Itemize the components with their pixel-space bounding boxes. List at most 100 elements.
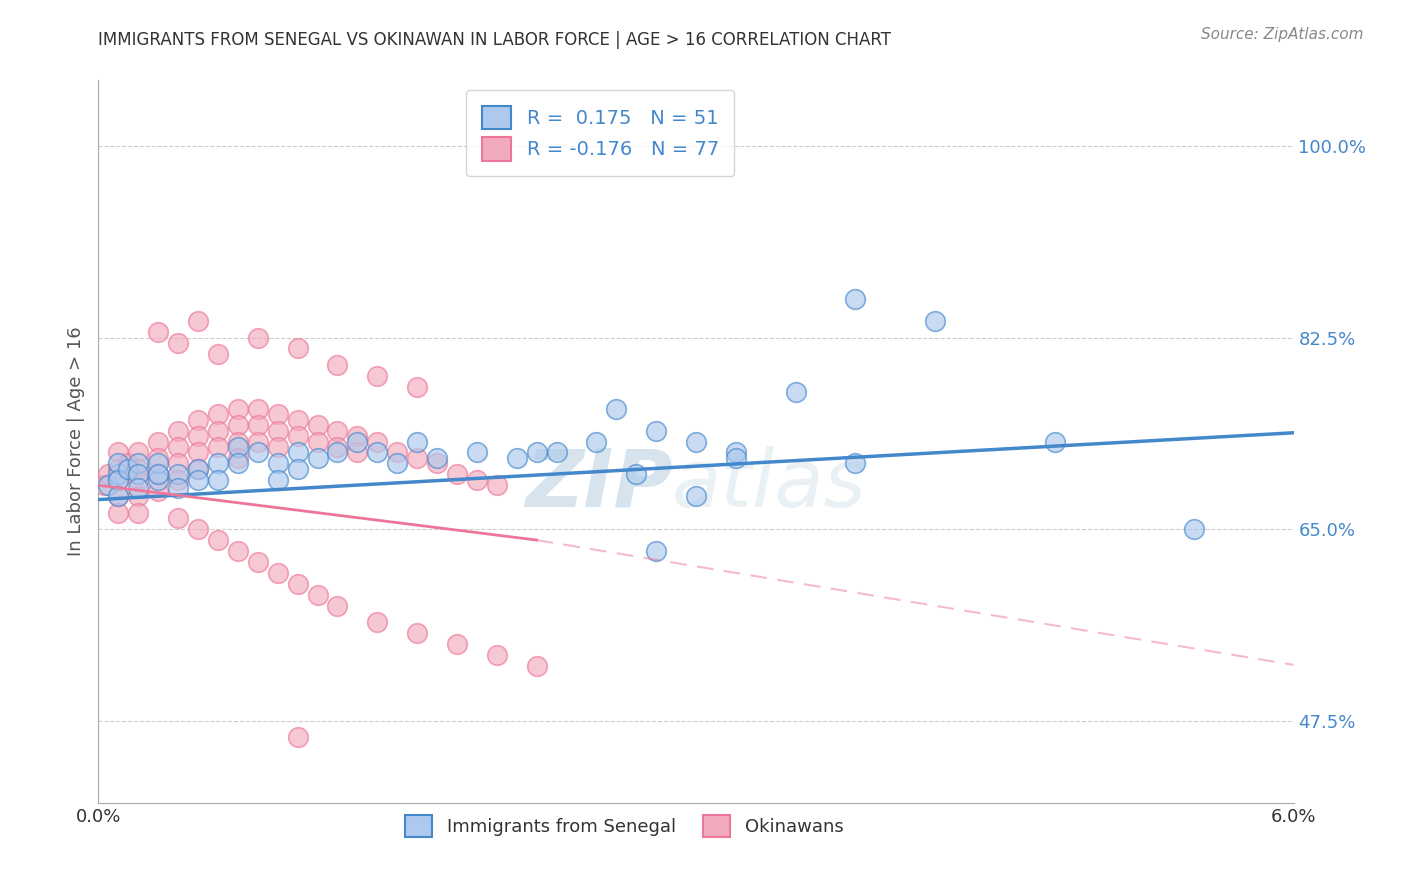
- Point: [724, 450, 747, 465]
- Point: [626, 467, 648, 482]
- Point: [107, 473, 129, 487]
- Point: [127, 457, 149, 471]
- Point: [485, 648, 508, 662]
- Point: [246, 401, 269, 416]
- Point: [207, 407, 229, 421]
- Point: [307, 434, 329, 449]
- Point: [1043, 434, 1066, 449]
- Point: [127, 445, 149, 459]
- Point: [426, 457, 449, 471]
- Point: [97, 467, 120, 482]
- Point: [366, 434, 388, 449]
- Point: [226, 418, 249, 433]
- Point: [127, 473, 149, 487]
- Point: [226, 440, 249, 454]
- Point: [187, 522, 209, 536]
- Point: [226, 401, 249, 416]
- Point: [148, 325, 170, 339]
- Point: [924, 314, 946, 328]
- Text: IMMIGRANTS FROM SENEGAL VS OKINAWAN IN LABOR FORCE | AGE > 16 CORRELATION CHART: IMMIGRANTS FROM SENEGAL VS OKINAWAN IN L…: [98, 31, 891, 49]
- Point: [148, 467, 170, 482]
- Point: [167, 424, 190, 438]
- Point: [226, 457, 249, 471]
- Point: [485, 478, 508, 492]
- Point: [1182, 522, 1205, 536]
- Point: [187, 462, 209, 476]
- Text: Source: ZipAtlas.com: Source: ZipAtlas.com: [1201, 27, 1364, 42]
- Point: [546, 445, 568, 459]
- Point: [366, 445, 388, 459]
- Point: [267, 407, 290, 421]
- Point: [406, 380, 429, 394]
- Point: [446, 467, 468, 482]
- Point: [207, 424, 229, 438]
- Point: [307, 588, 329, 602]
- Point: [307, 450, 329, 465]
- Point: [844, 457, 866, 471]
- Point: [246, 418, 269, 433]
- Point: [246, 434, 269, 449]
- Point: [526, 659, 548, 673]
- Point: [385, 445, 409, 459]
- Text: ZIP: ZIP: [524, 446, 672, 524]
- Point: [287, 342, 309, 356]
- Point: [506, 450, 529, 465]
- Point: [585, 434, 607, 449]
- Point: [246, 445, 269, 459]
- Point: [326, 424, 349, 438]
- Point: [187, 412, 209, 426]
- Point: [107, 489, 129, 503]
- Point: [207, 457, 229, 471]
- Point: [385, 457, 409, 471]
- Point: [246, 555, 269, 569]
- Point: [107, 467, 129, 482]
- Point: [167, 473, 190, 487]
- Point: [346, 445, 368, 459]
- Point: [207, 533, 229, 547]
- Point: [167, 511, 190, 525]
- Point: [107, 445, 129, 459]
- Point: [117, 457, 139, 471]
- Point: [187, 462, 209, 476]
- Point: [167, 440, 190, 454]
- Point: [246, 330, 269, 344]
- Point: [207, 440, 229, 454]
- Point: [187, 445, 209, 459]
- Point: [148, 483, 170, 498]
- Point: [326, 440, 349, 454]
- Point: [287, 730, 309, 744]
- Point: [207, 473, 229, 487]
- Point: [267, 566, 290, 580]
- Point: [346, 429, 368, 443]
- Point: [167, 467, 190, 482]
- Point: [117, 462, 139, 476]
- Point: [187, 429, 209, 443]
- Y-axis label: In Labor Force | Age > 16: In Labor Force | Age > 16: [66, 326, 84, 557]
- Point: [107, 457, 129, 471]
- Point: [187, 314, 209, 328]
- Point: [267, 424, 290, 438]
- Point: [226, 544, 249, 558]
- Point: [107, 462, 129, 476]
- Point: [127, 489, 149, 503]
- Point: [167, 336, 190, 351]
- Point: [346, 434, 368, 449]
- Point: [207, 347, 229, 361]
- Point: [127, 481, 149, 495]
- Point: [148, 434, 170, 449]
- Point: [127, 462, 149, 476]
- Point: [167, 457, 190, 471]
- Point: [287, 462, 309, 476]
- Point: [167, 481, 190, 495]
- Point: [267, 440, 290, 454]
- Point: [267, 457, 290, 471]
- Point: [526, 445, 548, 459]
- Point: [406, 450, 429, 465]
- Point: [326, 599, 349, 613]
- Point: [785, 385, 807, 400]
- Point: [287, 577, 309, 591]
- Point: [307, 418, 329, 433]
- Point: [187, 473, 209, 487]
- Point: [326, 358, 349, 372]
- Point: [366, 615, 388, 630]
